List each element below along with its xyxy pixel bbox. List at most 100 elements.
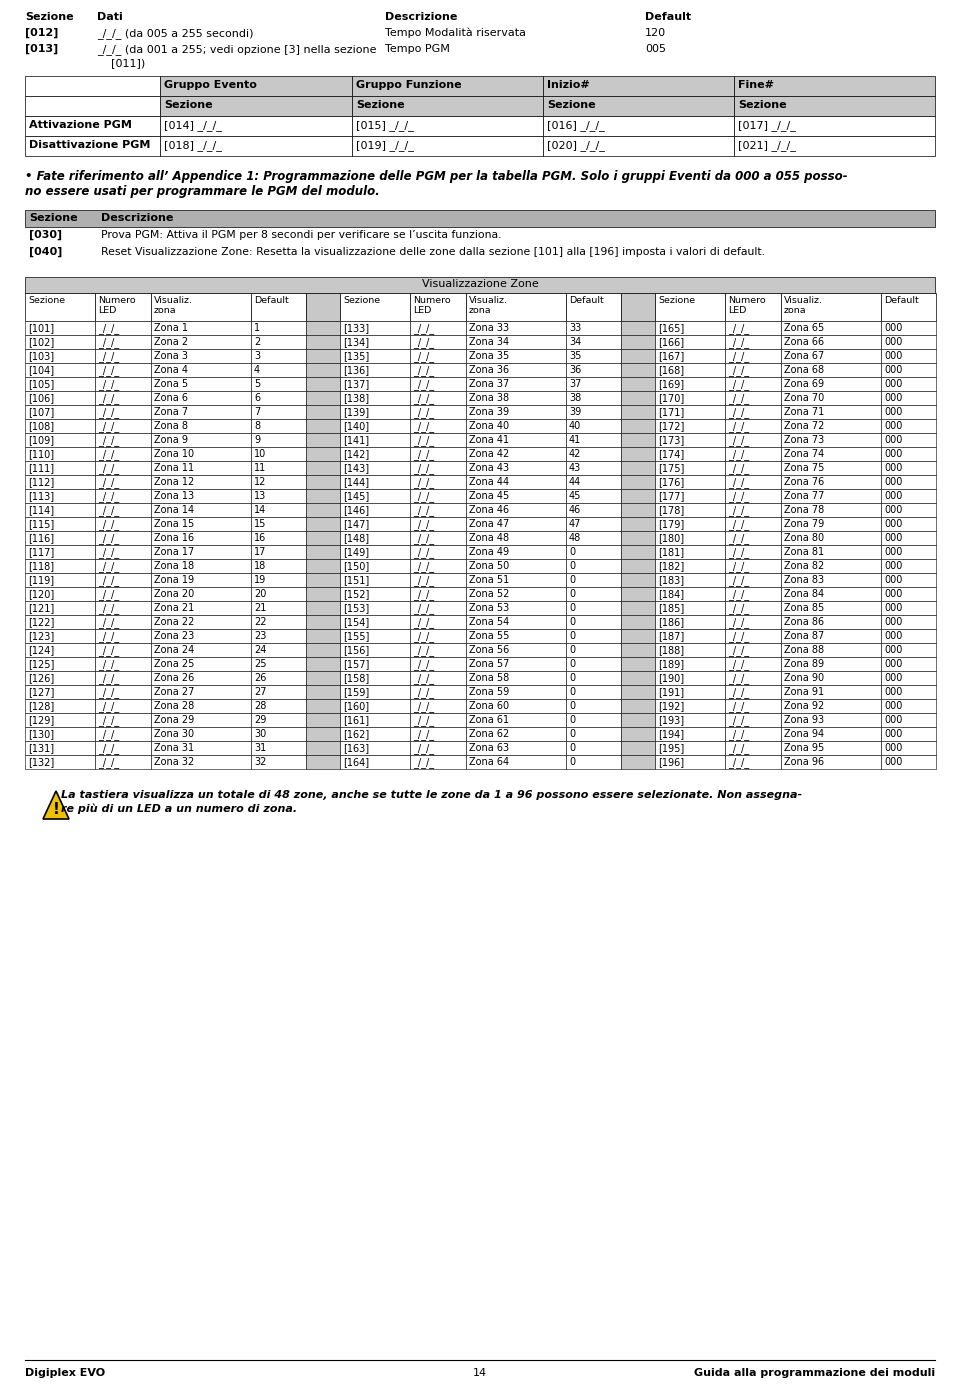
Text: _/_/_: _/_/_ <box>98 617 119 628</box>
Bar <box>151 559 251 573</box>
Bar <box>725 587 781 601</box>
Text: 000: 000 <box>884 729 902 739</box>
Bar <box>566 727 621 740</box>
Bar <box>781 349 881 363</box>
Bar <box>306 293 340 321</box>
Bar <box>25 392 95 406</box>
Text: [194]: [194] <box>658 729 684 739</box>
Bar <box>781 489 881 502</box>
Bar <box>251 727 306 740</box>
Text: Zona 88: Zona 88 <box>784 645 824 655</box>
Text: Zona 59: Zona 59 <box>469 686 509 698</box>
Text: [151]: [151] <box>343 574 370 585</box>
Bar <box>151 531 251 545</box>
Text: 0: 0 <box>569 673 575 682</box>
Bar <box>566 628 621 644</box>
Text: Zona 36: Zona 36 <box>469 365 509 375</box>
Text: [162]: [162] <box>343 729 370 739</box>
Text: Zona 31: Zona 31 <box>154 743 194 753</box>
Text: 000: 000 <box>884 603 902 613</box>
Text: 38: 38 <box>569 393 581 403</box>
Bar <box>25 489 95 502</box>
Bar <box>781 614 881 628</box>
Bar <box>151 447 251 461</box>
Text: Sezione: Sezione <box>343 296 380 304</box>
Text: 000: 000 <box>884 519 902 529</box>
Bar <box>781 740 881 756</box>
Bar <box>734 76 935 95</box>
Bar <box>151 335 251 349</box>
Text: _/_/_: _/_/_ <box>98 590 119 599</box>
Text: _/_/_: _/_/_ <box>728 716 749 725</box>
Text: Zona 79: Zona 79 <box>784 519 825 529</box>
Bar <box>95 475 151 489</box>
Bar <box>881 335 936 349</box>
Text: _/_/_: _/_/_ <box>413 757 434 768</box>
Bar <box>306 392 340 406</box>
Text: [188]: [188] <box>658 645 684 655</box>
Text: Zona 49: Zona 49 <box>469 547 509 556</box>
Text: 000: 000 <box>884 743 902 753</box>
Text: _/_/_: _/_/_ <box>98 448 119 459</box>
Text: 11: 11 <box>254 464 266 473</box>
Bar <box>781 321 881 335</box>
Bar <box>781 628 881 644</box>
Text: 000: 000 <box>884 393 902 403</box>
Bar <box>543 116 734 136</box>
Bar <box>95 293 151 321</box>
Text: _/_/_: _/_/_ <box>413 435 434 446</box>
Text: _/_/_: _/_/_ <box>728 603 749 614</box>
Text: [153]: [153] <box>343 603 370 613</box>
Text: [146]: [146] <box>343 505 370 515</box>
Text: _/_/_: _/_/_ <box>98 322 119 334</box>
Text: [132]: [132] <box>28 757 55 767</box>
Bar <box>466 740 566 756</box>
Bar <box>251 475 306 489</box>
Text: Zona 51: Zona 51 <box>469 574 509 585</box>
Bar <box>881 475 936 489</box>
Text: 45: 45 <box>569 491 582 501</box>
Bar <box>781 699 881 713</box>
Bar <box>95 531 151 545</box>
Bar <box>725 461 781 475</box>
Bar <box>725 335 781 349</box>
Text: Zona 4: Zona 4 <box>154 365 188 375</box>
Bar <box>251 489 306 502</box>
Text: _/_/_: _/_/_ <box>728 631 749 642</box>
Text: Zona 5: Zona 5 <box>154 379 188 389</box>
Bar <box>621 545 655 559</box>
Text: Zona 17: Zona 17 <box>154 547 194 556</box>
Bar <box>25 95 160 116</box>
Text: _/_/_: _/_/_ <box>413 464 434 473</box>
Text: _/_/_: _/_/_ <box>98 533 119 544</box>
Text: [196]: [196] <box>658 757 684 767</box>
Bar <box>251 756 306 770</box>
Bar <box>410 461 466 475</box>
Bar <box>566 293 621 321</box>
Bar <box>25 76 160 95</box>
Bar <box>621 628 655 644</box>
Text: 14: 14 <box>473 1367 487 1378</box>
Bar <box>725 518 781 531</box>
Text: Gruppo Evento: Gruppo Evento <box>164 80 257 90</box>
Bar <box>306 531 340 545</box>
Text: Zona 22: Zona 22 <box>154 617 194 627</box>
Bar <box>410 657 466 671</box>
Text: 0: 0 <box>569 617 575 627</box>
Text: [167]: [167] <box>658 352 684 361</box>
Bar <box>655 587 725 601</box>
Text: Zona 57: Zona 57 <box>469 659 510 668</box>
Text: [121]: [121] <box>28 603 55 613</box>
Bar <box>25 293 95 321</box>
Text: [117]: [117] <box>28 547 55 556</box>
Bar <box>151 392 251 406</box>
Bar <box>781 447 881 461</box>
Text: _/_/_: _/_/_ <box>728 659 749 670</box>
Bar <box>566 489 621 502</box>
Bar <box>621 740 655 756</box>
Bar <box>95 671 151 685</box>
Bar <box>781 335 881 349</box>
Text: Default: Default <box>645 12 691 22</box>
Bar <box>781 713 881 727</box>
Bar <box>95 433 151 447</box>
